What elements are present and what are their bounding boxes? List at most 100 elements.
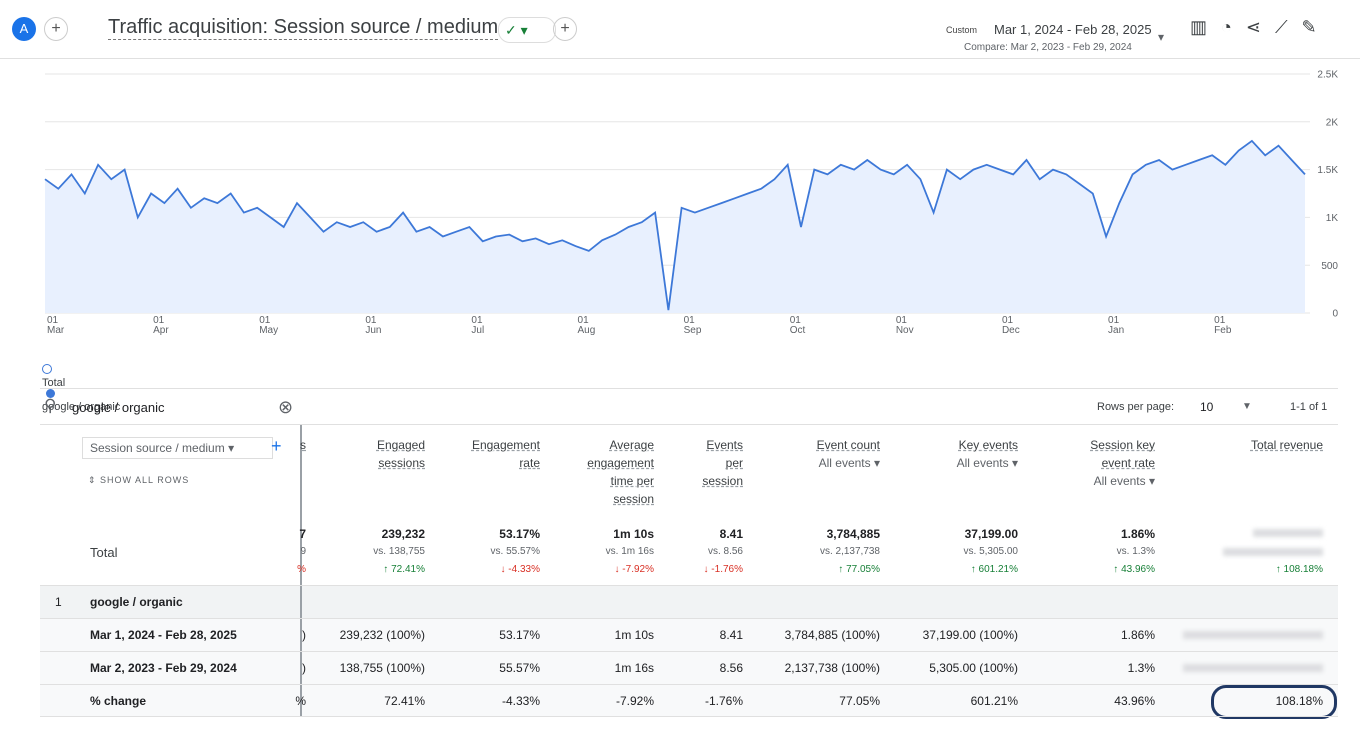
row-cell: -4.33% bbox=[501, 694, 540, 708]
row-cell: 53.17% bbox=[499, 628, 540, 642]
total-label: Total bbox=[90, 545, 118, 560]
row-cell: 1.86% bbox=[1120, 628, 1155, 642]
x-tick-label: 01 May bbox=[259, 315, 279, 336]
row-cell: 1.3% bbox=[1127, 661, 1155, 675]
y-tick-label: 1K bbox=[1326, 213, 1339, 224]
x-tick-label: 01 Jul bbox=[471, 315, 485, 336]
total-cell: 8.41 bbox=[719, 527, 743, 541]
x-tick-label: 01 Mar bbox=[47, 315, 65, 336]
rows-per-page-label: Rows per page: bbox=[1097, 401, 1175, 413]
dimension-label: Session source / medium bbox=[90, 441, 225, 455]
row-divider bbox=[40, 716, 1338, 717]
clear-search[interactable]: ⊗ bbox=[278, 397, 294, 417]
area bbox=[45, 140, 1305, 313]
blurred-value bbox=[1183, 631, 1323, 639]
legend-marker bbox=[46, 389, 55, 398]
date-label: Custom bbox=[946, 25, 978, 35]
total-cell: vs. 55.57% bbox=[490, 546, 540, 557]
legend: Total google / organic bbox=[42, 352, 120, 413]
total-cell: ↓ -7.92% bbox=[614, 564, 654, 575]
column-header: Total revenue bbox=[1250, 438, 1323, 452]
total-cell: 9 bbox=[300, 546, 306, 557]
blurred-value bbox=[1183, 664, 1323, 672]
add-dimension[interactable]: + bbox=[271, 436, 282, 456]
dimension-select[interactable]: Session source / medium ▾ bbox=[82, 437, 273, 459]
total-cell: ↑ 72.41% bbox=[383, 564, 425, 575]
group-background bbox=[40, 586, 1338, 618]
column-filter: All events ▾ bbox=[956, 456, 1018, 470]
top-bar: A + Traffic acquisition: Session source … bbox=[0, 0, 1360, 59]
x-tick-label: 01 Apr bbox=[153, 315, 169, 336]
x-tick-label: 01 Aug bbox=[577, 315, 596, 336]
row-cell: 8.56 bbox=[719, 661, 743, 675]
total-cell: 53.17% bbox=[499, 527, 540, 541]
chart: 0 500 1K 1.5K 2K 2.5K bbox=[44, 70, 1339, 320]
total-cell: 3,784,885 bbox=[826, 527, 880, 541]
row-cell: % bbox=[295, 694, 306, 708]
row-cell: 5,305.00 (100%) bbox=[929, 661, 1018, 675]
row-divider bbox=[40, 618, 1338, 619]
row-cell: 239,232 (100%) bbox=[339, 628, 425, 642]
total-cell: 7 bbox=[299, 527, 306, 541]
row-cell: -7.92% bbox=[615, 694, 654, 708]
total-cell: ↑ 77.05% bbox=[838, 564, 880, 575]
row-cell: 1m 10s bbox=[614, 628, 654, 642]
total-cell: vs. 5,305.00 bbox=[963, 546, 1018, 557]
x-tick-label: 01 Nov bbox=[895, 315, 914, 336]
legend-marker bbox=[42, 364, 52, 374]
date-dropdown[interactable]: ▾ bbox=[1158, 30, 1165, 44]
total-cell: 37,199.00 bbox=[964, 527, 1018, 541]
x-tick-label: 01 Jun bbox=[365, 315, 382, 336]
toolbar-icons[interactable]: ▥◔⋖⟋✎ bbox=[1190, 17, 1331, 37]
y-tick-label: 500 bbox=[1321, 261, 1338, 272]
rows-per-page[interactable]: 10 bbox=[1200, 400, 1214, 414]
row-cell: 8.41 bbox=[719, 628, 743, 642]
row-label: Mar 2, 2023 - Feb 29, 2024 bbox=[90, 661, 237, 675]
column-header: Average engagement time per session bbox=[587, 438, 654, 506]
total-cell: vs. 138,755 bbox=[373, 546, 425, 557]
frozen-divider bbox=[300, 425, 302, 717]
column-header: Engagement rate bbox=[471, 438, 540, 470]
filter-label[interactable]: All events bbox=[956, 456, 1009, 470]
add-comparison[interactable]: + bbox=[553, 17, 577, 41]
column-header: Engaged sessions bbox=[376, 438, 425, 470]
row-cell: 108.18% bbox=[1275, 694, 1323, 708]
legend-label[interactable]: Total bbox=[42, 377, 66, 389]
column-header: Key events bbox=[958, 438, 1018, 452]
divider bbox=[40, 388, 1338, 389]
row-cell: 138,755 (100%) bbox=[339, 661, 425, 675]
search-icon: ⚲ bbox=[44, 396, 57, 415]
legend-label[interactable]: google / organic bbox=[42, 401, 121, 413]
x-tick-label: 01 Oct bbox=[789, 315, 806, 336]
row-cell: 77.05% bbox=[839, 694, 880, 708]
rows-dropdown[interactable]: ▼ bbox=[1242, 401, 1252, 412]
row-cell: -1.76% bbox=[704, 694, 743, 708]
row-cell: 601.21% bbox=[970, 694, 1018, 708]
total-cell: ↓ -4.33% bbox=[500, 564, 540, 575]
avatar[interactable]: A bbox=[12, 17, 36, 41]
column-filter: All events ▾ bbox=[1093, 474, 1155, 488]
column-header: s bbox=[300, 438, 306, 452]
total-cell: vs. 8.56 bbox=[707, 546, 743, 557]
x-tick-label: 01 Dec bbox=[1001, 315, 1020, 336]
add-button[interactable]: + bbox=[44, 17, 68, 41]
filter-label[interactable]: All events bbox=[1093, 474, 1146, 488]
total-cell: vs. 2,137,738 bbox=[819, 546, 880, 557]
row-cell: 37,199.00 (100%) bbox=[922, 628, 1018, 642]
divider bbox=[40, 424, 1338, 425]
total-cell: ↑ 601.21% bbox=[970, 564, 1018, 575]
search-input[interactable]: google / organic bbox=[72, 400, 165, 415]
row-cell: ) bbox=[302, 661, 306, 675]
row-cell: 1m 16s bbox=[614, 661, 654, 675]
row-cell: 43.96% bbox=[1114, 694, 1155, 708]
row-index: 1 bbox=[55, 595, 62, 609]
row-divider bbox=[40, 585, 1338, 586]
page-title: Traffic acquisition: Session source / me… bbox=[108, 16, 499, 40]
filter-label[interactable]: All events bbox=[818, 456, 871, 470]
show-all-rows[interactable]: ⇕ SHOW ALL ROWS bbox=[88, 475, 190, 485]
row-cell: ) bbox=[302, 628, 306, 642]
total-cell: ↓ -1.76% bbox=[703, 564, 743, 575]
date-range[interactable]: Mar 1, 2024 - Feb 28, 2025 bbox=[994, 22, 1152, 37]
x-tick-label: 01 Sep bbox=[683, 315, 702, 336]
y-tick-label: 2K bbox=[1326, 117, 1339, 128]
